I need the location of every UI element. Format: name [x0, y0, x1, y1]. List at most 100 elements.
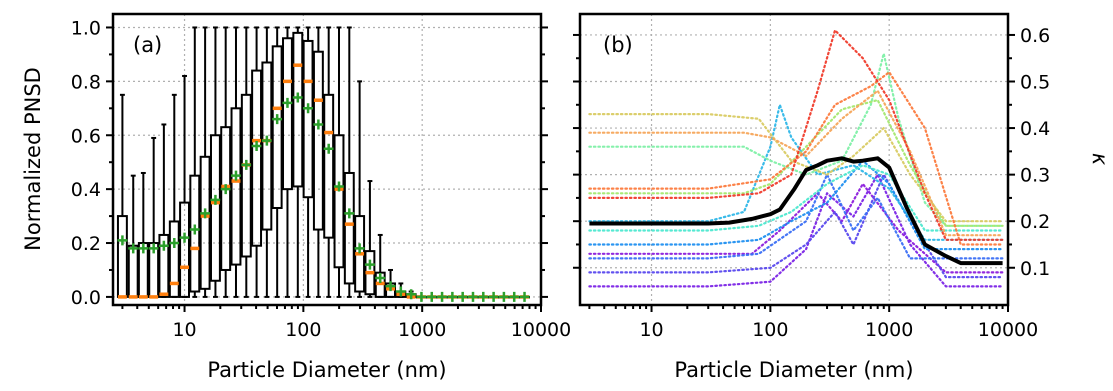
- b-ytick-label: 0.1: [1020, 258, 1050, 280]
- box-35: [477, 291, 489, 302]
- box-body: [323, 93, 335, 239]
- a-xtick-label: 1000: [398, 319, 446, 341]
- box-29: [415, 291, 427, 302]
- box-8: [199, 26, 211, 298]
- box-body: [282, 37, 293, 191]
- box-mean-marker: [303, 103, 314, 114]
- box-body: [209, 134, 221, 282]
- b-xtick-label: 10: [639, 319, 663, 341]
- box-mean-marker: [457, 291, 468, 302]
- box-mean-marker: [406, 289, 417, 300]
- panel-b-ylabel: κ: [1088, 153, 1112, 166]
- panel-a-label: (a): [133, 33, 162, 57]
- box-39: [519, 291, 530, 302]
- box-mean-marker: [416, 291, 427, 302]
- kappa-series-line-1: [588, 29, 1004, 241]
- box-mean-marker: [230, 170, 241, 181]
- box-body: [179, 201, 190, 298]
- panel-b-frame: [578, 12, 1010, 307]
- box-5: [168, 93, 180, 298]
- box-body: [292, 31, 304, 188]
- box-mean-marker: [395, 286, 406, 297]
- box-25: [374, 233, 386, 298]
- box-18: [302, 26, 314, 298]
- box-body: [168, 220, 180, 298]
- box-31: [436, 291, 448, 302]
- box-7: [189, 26, 201, 298]
- a-ytick-label: 1.0: [71, 17, 101, 39]
- box-mean-marker: [220, 184, 231, 195]
- a-xtick-label: 10000: [511, 319, 571, 341]
- box-16: [282, 26, 293, 298]
- box-23: [354, 80, 366, 298]
- box-body: [189, 174, 201, 293]
- box-6: [179, 74, 190, 298]
- box-mean-marker: [241, 159, 252, 170]
- box-mean-marker: [323, 143, 334, 154]
- box-13: [251, 26, 263, 298]
- b-ytick-label: 0.3: [1020, 165, 1050, 187]
- box-body: [261, 61, 273, 231]
- box-26: [385, 268, 396, 298]
- box-37: [498, 291, 510, 302]
- panel-a-ticks: 10 100 1000 10000 0.0 0.2 0.4 0.6 0.8 1.0: [71, 17, 571, 341]
- a-xtick-label: 100: [285, 319, 321, 341]
- a-xtick-label: 10: [172, 319, 196, 341]
- box-38: [508, 291, 520, 302]
- box-mean-marker: [148, 243, 159, 254]
- box-mean-marker: [437, 291, 448, 302]
- box-mean-marker: [117, 235, 128, 246]
- b-ytick-label: 0.5: [1020, 72, 1050, 94]
- panel-a-xlabel: Particle Diameter (nm): [207, 358, 446, 382]
- box-body: [240, 93, 252, 258]
- b-ytick-label: 0.6: [1020, 25, 1050, 47]
- box-body: [158, 233, 170, 298]
- box-mean-marker: [375, 273, 386, 284]
- kappa-series-line-13: [588, 182, 1004, 274]
- a-ytick-label: 0.2: [71, 233, 101, 255]
- box-body: [230, 107, 242, 266]
- b-xtick-label: 100: [752, 319, 788, 341]
- box-24: [364, 180, 376, 298]
- box-36: [488, 291, 500, 302]
- kappa-series-line-6: [588, 52, 1004, 227]
- box-body: [271, 45, 283, 210]
- a-ytick-label: 0.8: [71, 71, 101, 93]
- box-body: [343, 171, 355, 285]
- panel-a-boxes: [116, 26, 530, 302]
- box-mean-marker: [272, 114, 283, 125]
- box-body: [199, 155, 211, 290]
- kappa-series-line-8: [588, 103, 1004, 241]
- kappa-series-line-2: [588, 71, 1004, 246]
- panel-b: 10 100 1000 10000 0.1 0.2 0.3 0.4 0.5 0.6 (b) Par…: [573, 12, 1112, 382]
- box-15: [271, 26, 283, 298]
- box-33: [457, 291, 469, 302]
- box-12: [240, 26, 252, 298]
- b-xtick-label: 10000: [978, 319, 1038, 341]
- panel-b-label: (b): [603, 33, 633, 57]
- box-mean-marker: [179, 232, 190, 243]
- box-32: [446, 291, 458, 302]
- box-body: [333, 134, 345, 269]
- box-22: [343, 26, 355, 298]
- panel-b-lines: [588, 29, 1004, 288]
- panel-a-frame: [111, 12, 543, 307]
- b-ytick-label: 0.4: [1020, 118, 1050, 140]
- box-0: [116, 93, 128, 299]
- box-mean-marker: [478, 291, 489, 302]
- box-19: [312, 26, 324, 298]
- box-28: [405, 289, 417, 300]
- kappa-series-line-7: [588, 164, 1004, 232]
- box-mean-marker: [158, 240, 169, 251]
- box-body: [116, 215, 128, 298]
- box-30: [426, 291, 438, 302]
- box-mean-marker: [138, 243, 149, 254]
- box-mean-marker: [498, 291, 509, 302]
- box-mean-marker: [333, 181, 344, 192]
- box-mean-marker: [509, 291, 520, 302]
- box-17: [292, 26, 304, 298]
- a-ytick-label: 0.4: [71, 179, 101, 201]
- kappa-series-line-3: [588, 89, 1004, 237]
- box-mean-marker: [128, 243, 139, 254]
- box-10: [220, 26, 232, 298]
